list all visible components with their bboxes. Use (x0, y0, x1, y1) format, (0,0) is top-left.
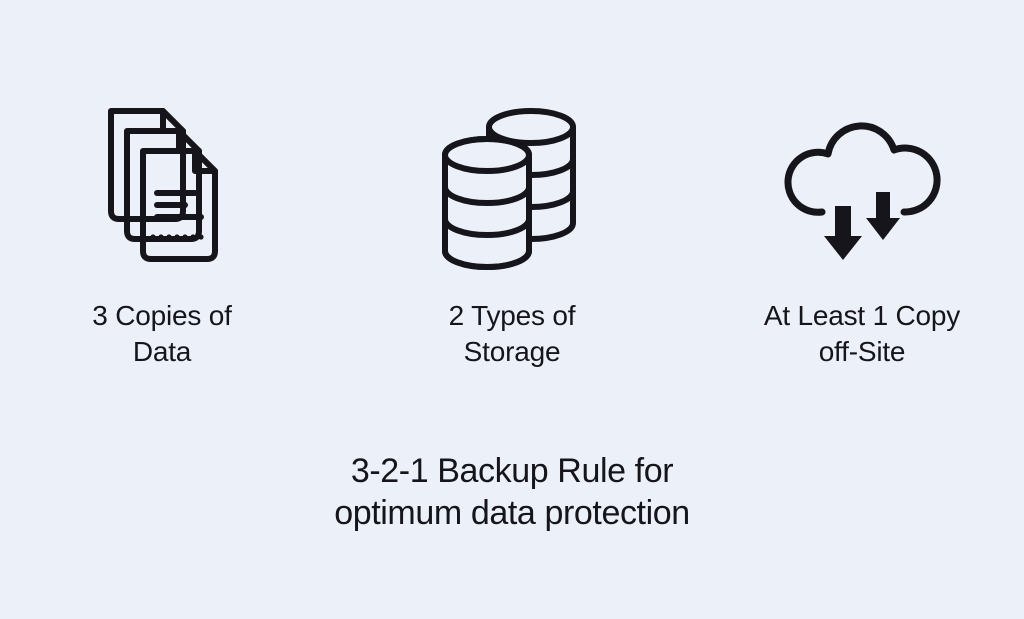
infographic-caption: 3 Copies of Data (92, 298, 231, 370)
cloud-download-icon (772, 100, 952, 280)
infographic-row: 3 Copies of Data (42, 100, 982, 370)
infographic-item-offsite: At Least 1 Copy off-Site (742, 100, 982, 370)
infographic-item-copies: 3 Copies of Data (42, 100, 282, 370)
database-pair-icon (427, 100, 597, 280)
documents-stack-icon (87, 100, 237, 280)
infographic-caption: 2 Types of Storage (449, 298, 576, 370)
infographic-item-storage: 2 Types of Storage (392, 100, 632, 370)
infographic-caption: At Least 1 Copy off-Site (764, 298, 960, 370)
infographic-title: 3-2-1 Backup Rule for optimum data prote… (334, 450, 690, 535)
